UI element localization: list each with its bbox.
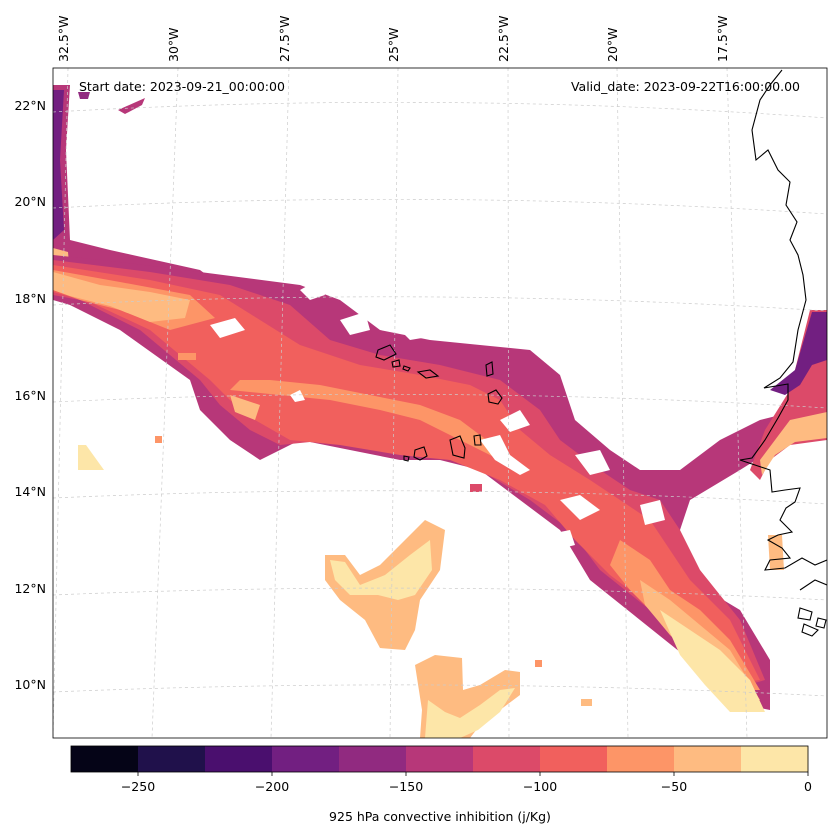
colorbar-cell [540, 746, 608, 772]
cin-region-small-patch [118, 98, 145, 114]
colorbar-tick-label: −200 [255, 779, 289, 794]
colorbar-cell [71, 746, 139, 772]
map-area [52, 67, 828, 739]
colorbar-tick-label: −100 [523, 779, 557, 794]
cin-region-small-patch [470, 484, 482, 492]
lon-label: 22.5°W [496, 16, 511, 62]
colorbar-cell [674, 746, 742, 772]
island-maio [473, 434, 482, 446]
colorbar: −250 −200 −150 −100 −50 0 925 hPa convective … [70, 745, 812, 824]
colorbar-cell [406, 746, 474, 772]
colorbar-tick-label: −150 [389, 779, 423, 794]
lat-label: 10°N [14, 677, 46, 692]
cin-region-small-patch [155, 436, 162, 443]
gridlines [53, 68, 827, 738]
lat-label: 12°N [14, 581, 46, 596]
cin-region-main-band-salmon [53, 265, 760, 685]
latitude-labels: 22°N 20°N 18°N 16°N 14°N 12°N 10°N [14, 98, 46, 692]
lat-label: 22°N [14, 98, 46, 113]
colorbar-tick-label: −250 [121, 779, 155, 794]
colorbar-cells [71, 746, 809, 772]
lon-label: 32.5°W [56, 16, 71, 62]
colorbar-label: 925 hPa convective inhibition (j/Kg) [329, 809, 551, 824]
colorbar-tick-label: 0 [804, 779, 812, 794]
cin-region-small-patch [535, 660, 542, 667]
colorbar-cell [272, 746, 340, 772]
cin-region-small-patch [78, 92, 90, 99]
cin-region-small-patch [78, 445, 104, 470]
lon-label: 30°W [166, 27, 181, 62]
bijagos-islands [815, 617, 827, 629]
colorbar-cell [138, 746, 206, 772]
lat-label: 14°N [14, 484, 46, 499]
island-brava [403, 455, 410, 462]
island-sao-nicolau [416, 369, 440, 379]
cin-holes [210, 280, 665, 550]
colorbar-cell [205, 746, 273, 772]
valid-date-label: Valid_date: 2023-09-22T16:00:00.00 [571, 79, 800, 94]
colorbar-frame [70, 745, 809, 773]
colorbar-cell [607, 746, 675, 772]
cin-region-west-edge-core [53, 90, 64, 240]
lon-label: 27.5°W [277, 16, 292, 62]
bijagos-islands [801, 623, 819, 637]
colorbar-tick-label: −50 [661, 779, 687, 794]
colorbar-ticks: −250 −200 −150 −100 −50 0 [121, 772, 812, 794]
island-fogo [413, 446, 428, 461]
map-frame [52, 67, 828, 739]
island-sao-vicente [391, 359, 401, 368]
lon-label: 17.5°W [715, 16, 730, 62]
island-sal [485, 361, 494, 377]
lat-label: 20°N [14, 194, 46, 209]
lat-label: 18°N [14, 291, 46, 306]
cin-field [53, 85, 827, 738]
bijagos-islands [797, 607, 813, 621]
african-coast [739, 69, 827, 571]
longitude-labels: 32.5°W 30°W 27.5°W 25°W 22.5°W 20°W 17.5… [56, 16, 730, 62]
cin-region-coast-south [768, 535, 784, 570]
cin-region-coast-core [770, 312, 827, 395]
coastlines [375, 69, 827, 637]
cin-region-small-patch [581, 699, 592, 706]
lat-label: 16°N [14, 388, 46, 403]
cin-region-coast-light [760, 412, 827, 475]
cin-region-main-band-cream [660, 610, 765, 712]
cin-region-lower-patch-core [425, 688, 515, 738]
island-santo-antao [375, 344, 397, 361]
island-boa-vista [487, 389, 503, 405]
colorbar-cell [741, 746, 809, 772]
cin-region-small-patch [178, 353, 196, 360]
lon-label: 20°W [605, 27, 620, 62]
island-santa-luzia [402, 365, 411, 372]
start-date-label: Start date: 2023-09-21_00:00:00 [79, 79, 285, 94]
african-coast-south [799, 579, 827, 591]
lon-label: 25°W [386, 27, 401, 62]
colorbar-cell [473, 746, 541, 772]
island-santiago [449, 435, 466, 459]
cin-region-south-patch-core [330, 540, 432, 600]
colorbar-cell [339, 746, 407, 772]
